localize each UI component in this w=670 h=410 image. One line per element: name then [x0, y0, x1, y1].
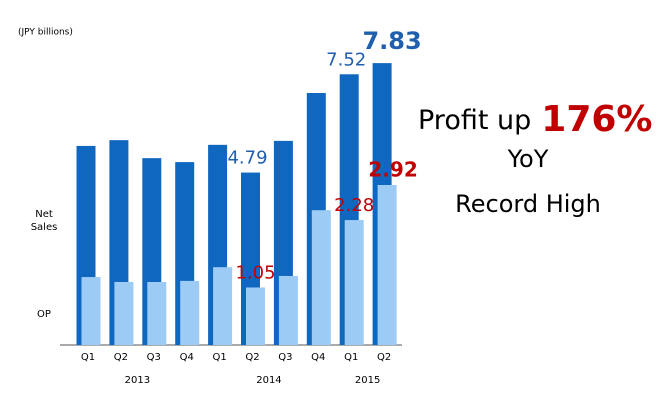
- series-label: Net Sales: [30, 209, 58, 233]
- data-label: 2.28: [334, 195, 374, 216]
- data-label: 1.05: [235, 262, 275, 283]
- x-tick-label: Q2: [114, 352, 128, 363]
- x-tick-label: Q3: [278, 352, 292, 363]
- x-tick-label: Q1: [81, 352, 95, 363]
- x-group-label: 2014: [256, 375, 281, 386]
- annotation: YoY: [507, 145, 549, 173]
- bar: [246, 287, 265, 345]
- bar: [180, 280, 200, 345]
- x-tick-label: Q1: [344, 352, 358, 363]
- unit-label: (JPY billions): [18, 28, 73, 38]
- series-label: OP: [37, 309, 51, 320]
- x-group-label: 2015: [355, 375, 380, 386]
- x-tick-label: Q2: [377, 352, 391, 363]
- x-tick-label: Q4: [180, 352, 194, 363]
- x-tick-label: Q2: [245, 352, 259, 363]
- bar: [114, 281, 134, 345]
- annotation-highlight: 176%: [541, 99, 652, 140]
- x-tick-label: Q1: [212, 352, 226, 363]
- data-label: 4.79: [227, 148, 267, 169]
- bar: [344, 220, 364, 345]
- data-label: 7.83: [362, 27, 421, 55]
- data-label: 7.52: [326, 49, 366, 70]
- annotation: Profit up 176%: [418, 99, 652, 140]
- x-group-label: 2013: [125, 375, 150, 386]
- annotation: Record High: [455, 190, 601, 218]
- bar: [377, 184, 397, 345]
- annotation-text: Profit up: [418, 105, 531, 136]
- data-label: 2.92: [368, 157, 417, 181]
- bar: [213, 267, 233, 345]
- bar: [147, 281, 167, 345]
- x-tick-label: Q4: [311, 352, 325, 363]
- bar: [81, 277, 101, 345]
- bar: [278, 275, 298, 345]
- x-tick-label: Q3: [147, 352, 161, 363]
- bar: [311, 210, 331, 345]
